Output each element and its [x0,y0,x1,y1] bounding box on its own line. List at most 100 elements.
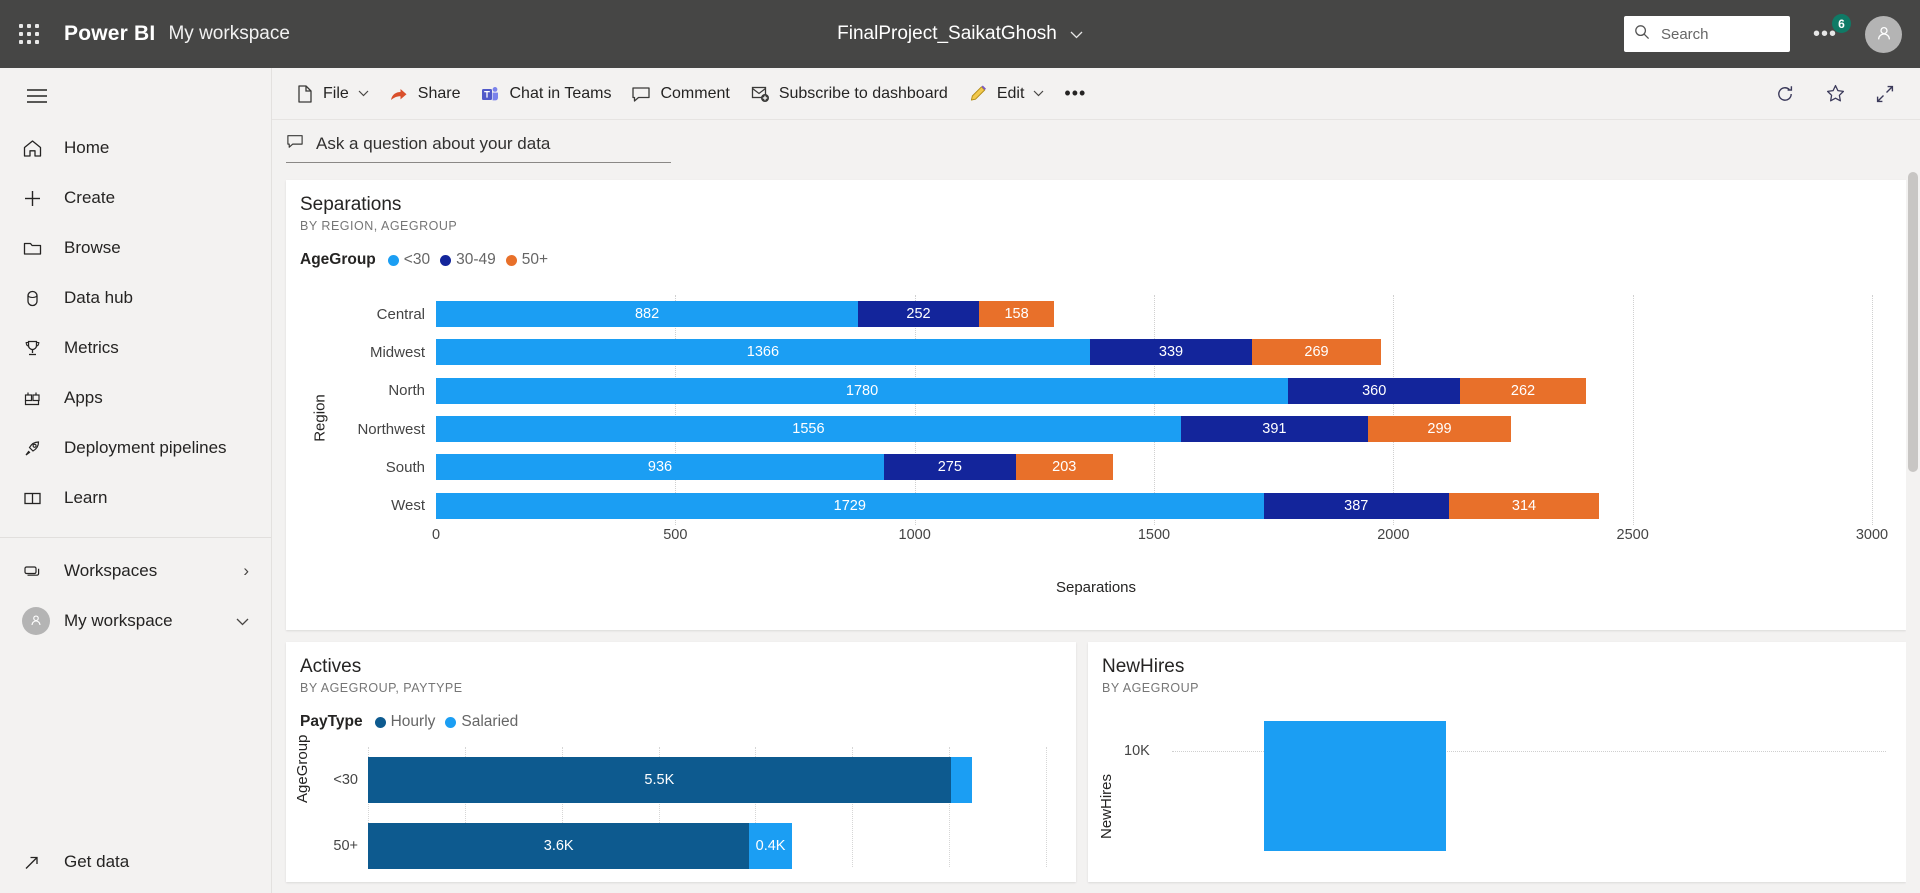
bar-segment[interactable]: 339 [1089,339,1253,366]
separations-legend: AgeGroup <30 30-49 50+ [286,233,1906,269]
favorite-star-button[interactable] [1818,77,1852,111]
chevron-right-icon[interactable]: › [243,561,249,580]
separations-row[interactable]: Midwest 1366 339 269 [350,333,1872,371]
topbar-more-menu[interactable]: ••• 6 [1811,14,1851,45]
bar-segment[interactable]: 387 [1263,492,1449,519]
scrollbar-thumb[interactable] [1908,172,1918,472]
sidebar-item-deployment-pipelines[interactable]: Deployment pipelines [0,423,271,473]
stacked-bar[interactable]: 936 275 203 [436,454,1872,481]
fullscreen-button[interactable] [1868,77,1902,111]
separations-row[interactable]: South 936 275 203 [350,448,1872,486]
dashboard-title[interactable]: FinalProject_SaikatGhosh [837,23,1057,44]
hamburger-menu-icon[interactable] [0,74,60,123]
bar-segment[interactable]: 936 [436,454,885,481]
bar-segment[interactable]: 3.6K [368,823,750,869]
bar-segment[interactable]: 203 [1015,454,1113,481]
qa-input[interactable] [316,133,667,154]
bar-segment[interactable]: 360 [1288,377,1461,404]
bar-segment[interactable]: 391 [1180,416,1368,443]
legend-item[interactable]: 50+ [505,251,548,269]
topbar-right-actions: ••• 6 [1623,14,1920,53]
sidebar-item-my-workspace[interactable]: My workspace [0,596,271,646]
tile-newhires[interactable]: NewHires BY AGEGROUP NewHires 10K [1088,642,1906,882]
sidebar-item-label: Create [64,188,116,207]
bar-segment[interactable]: 1780 [436,377,1289,404]
sidebar-item-home[interactable]: Home [0,123,271,173]
global-search-box[interactable] [1623,16,1790,52]
chat-in-teams-label: Chat in Teams [509,84,612,102]
stacked-bar[interactable]: 1556 391 299 [436,416,1872,443]
stacked-bar[interactable]: 1366 339 269 [436,339,1872,366]
legend-item[interactable]: 30-49 [440,251,496,269]
sidebar-item-learn[interactable]: Learn [0,473,271,523]
tile-actives[interactable]: Actives BY AGEGROUP, PAYTYPE PayType Hou… [286,642,1076,882]
folder-icon [22,238,52,259]
bar-segment[interactable]: 1729 [436,492,1264,519]
sidebar-item-get-data[interactable]: Get data [0,837,271,887]
sidebar-item-workspaces[interactable]: Workspaces › [0,546,271,596]
canvas-vertical-scrollbar[interactable] [1906,170,1920,893]
actives-row[interactable]: 50+ 3.6K 0.4K [326,813,1046,879]
tile-separations[interactable]: Separations BY REGION, AGEGROUP AgeGroup… [286,180,1906,630]
bar-segment[interactable]: 5.5K [368,757,951,803]
powerbi-brand-label[interactable]: Power BI [64,22,156,45]
tile-title: NewHires [1102,656,1185,677]
bar-segment[interactable]: 299 [1367,416,1512,443]
category-label: South [385,458,425,476]
bar-segment[interactable]: 275 [884,454,1016,481]
topbar-workspace-label[interactable]: My workspace [168,23,290,44]
bar-segment[interactable]: 252 [858,301,979,328]
sidebar-item-label: Metrics [64,338,119,357]
bar-segment[interactable]: 314 [1448,492,1600,519]
category-label: <30 [333,772,358,788]
edit-button[interactable]: Edit [958,77,1055,111]
separations-row[interactable]: Northwest 1556 391 299 [350,410,1872,448]
legend-swatch [445,716,457,728]
stacked-bar[interactable]: 882 252 158 [436,301,1872,328]
qa-question-field[interactable] [286,127,671,163]
app-launcher-icon[interactable] [14,19,44,49]
bar-segment[interactable] [950,757,972,803]
stacked-bar[interactable]: 3.6K 0.4K [368,823,1046,869]
stacked-bar[interactable]: 5.5K [368,757,1046,803]
bar-segment[interactable]: 1556 [436,416,1181,443]
sidebar-item-browse[interactable]: Browse [0,223,271,273]
gridline [1046,747,1047,867]
bar-segment[interactable]: 269 [1252,339,1381,366]
sidebar-item-label: Home [64,138,110,157]
sidebar-item-data-hub[interactable]: Data hub [0,273,271,323]
legend-item[interactable]: <30 [387,251,430,269]
refresh-button[interactable] [1768,77,1802,111]
newhires-bar[interactable] [1264,721,1446,851]
sidebar-item-create[interactable]: Create [0,173,271,223]
subscribe-button[interactable]: Subscribe to dashboard [740,77,958,111]
stacked-bar[interactable]: 1780 360 262 [436,377,1872,404]
legend-item[interactable]: Salaried [445,713,518,731]
chevron-down-icon[interactable] [236,611,249,631]
tile-subtitle: BY AGEGROUP, PAYTYPE [300,681,463,695]
bar-segment[interactable]: 0.4K [749,823,792,869]
get-data-arrow-icon [22,852,52,873]
file-menu-button[interactable]: File [286,77,379,111]
comment-button[interactable]: Comment [621,77,739,111]
bar-segment[interactable]: 1366 [436,339,1090,366]
sidebar-item-metrics[interactable]: Metrics [0,323,271,373]
share-button[interactable]: Share [379,77,471,111]
bar-segment[interactable]: 882 [436,301,859,328]
comment-label: Comment [660,84,730,102]
separations-row[interactable]: North 1780 360 262 [350,372,1872,410]
chat-in-teams-button[interactable]: Chat in Teams [470,77,621,111]
chevron-down-icon[interactable] [1070,27,1083,42]
actives-row[interactable]: <30 5.5K [326,747,1046,813]
bar-segment[interactable]: 158 [978,301,1055,328]
bar-segment[interactable]: 262 [1460,377,1586,404]
sidebar-item-apps[interactable]: Apps [0,373,271,423]
toolbar-more-button[interactable]: ••• [1054,77,1096,111]
apps-grid-icon [22,388,52,409]
stacked-bar[interactable]: 1729 387 314 [436,492,1872,519]
user-avatar[interactable] [1865,15,1902,53]
separations-row[interactable]: West 1729 387 314 [350,487,1872,525]
search-input[interactable] [1660,25,1771,43]
separations-row[interactable]: Central 882 252 158 [350,295,1872,333]
legend-item[interactable]: Hourly [374,713,435,731]
